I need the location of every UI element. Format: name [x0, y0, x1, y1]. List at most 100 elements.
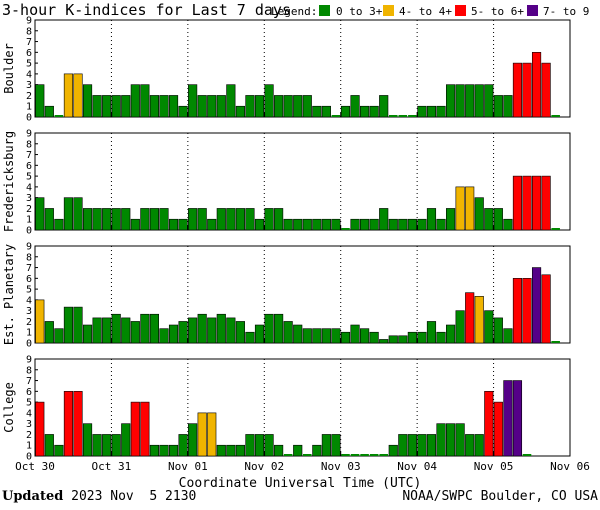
x-tick-label: Nov 04: [397, 460, 437, 473]
k-index-bar: [35, 197, 45, 231]
k-index-bar: [350, 454, 360, 456]
k-index-bar: [159, 95, 169, 118]
footer-updated: Updated 2023 Nov 5 2130: [2, 489, 196, 504]
k-index-bar: [484, 208, 494, 231]
k-index-bar: [455, 186, 465, 231]
k-index-bar: [293, 324, 303, 344]
y-tick-label: 6: [26, 161, 32, 172]
k-index-bar: [235, 105, 245, 118]
k-index-bar: [44, 321, 54, 344]
k-index-bar: [407, 218, 417, 231]
k-index-bar: [226, 317, 236, 344]
y-tick-label: 1: [26, 102, 32, 113]
k-index-bar: [121, 95, 131, 118]
y-tick-label: 0: [26, 226, 32, 237]
y-tick-label: 6: [26, 274, 32, 285]
k-index-bar: [226, 444, 236, 457]
k-index-bar: [102, 208, 112, 231]
k-index-bar: [512, 62, 523, 118]
k-index-bar: [188, 423, 198, 457]
k-index-bar: [159, 444, 169, 457]
k-index-bar: [465, 186, 475, 231]
panel-frame: [34, 132, 571, 231]
y-axis-label: Fredericksburg: [2, 131, 16, 232]
legend-label: Legend:: [271, 5, 317, 18]
k-index-bar: [350, 218, 360, 231]
y-tick-label: 9: [26, 129, 32, 140]
k-index-bar: [35, 299, 45, 344]
y-tick-label: 4: [26, 69, 32, 80]
k-index-bar: [254, 434, 265, 457]
legend-swatch-yellow: [383, 5, 394, 16]
x-tick-label: Nov 03: [321, 460, 361, 473]
k-index-bar: [398, 115, 408, 117]
k-index-bar: [254, 95, 265, 118]
y-tick-label: 3: [26, 80, 32, 91]
k-index-bar: [321, 328, 331, 344]
k-index-bar: [551, 228, 560, 230]
k-index-bar: [446, 324, 456, 344]
k-index-bar: [321, 105, 331, 118]
y-tick-label: 5: [26, 398, 32, 409]
legend: Legend: 0 to 3+ 4- to 4+ 5- to 6+ 7- to …: [271, 5, 589, 18]
k-index-bar: [130, 321, 140, 344]
k-index-bar: [302, 218, 312, 231]
y-tick-label: 3: [26, 306, 32, 317]
k-index-bar: [121, 317, 131, 344]
k-index-bar: [54, 115, 64, 117]
k-index-bar: [44, 208, 54, 231]
updated-value: 2023 Nov 5 2130: [71, 489, 197, 504]
k-index-bar: [44, 105, 54, 118]
k-index-bar: [531, 175, 542, 231]
y-tick-label: 0: [26, 452, 32, 463]
k-index-bar: [130, 84, 140, 118]
k-index-bar: [455, 423, 465, 457]
k-index-bar: [149, 95, 159, 118]
k-index-bar: [274, 444, 284, 457]
k-index-bar: [35, 401, 45, 457]
k-index-bar: [216, 313, 226, 344]
y-tick-label: 8: [26, 139, 32, 150]
k-index-bar: [188, 84, 198, 118]
k-index-bar: [235, 321, 245, 344]
k-index-bar: [503, 328, 513, 344]
y-tick-label: 9: [26, 16, 32, 27]
k-index-bar: [264, 84, 274, 118]
k-index-bar: [178, 218, 188, 231]
legend-text-red: 5- to 6+: [471, 5, 524, 18]
k-index-bar: [503, 380, 513, 457]
y-tick-label: 1: [26, 441, 32, 452]
k-index-bar: [417, 331, 427, 344]
k-index-bar: [522, 175, 532, 231]
k-index-bar: [340, 331, 351, 344]
k-index-bar: [54, 328, 64, 344]
y-tick-label: 1: [26, 215, 32, 226]
k-index-bar: [73, 306, 83, 344]
k-index-bar: [388, 335, 398, 344]
k-index-bar: [178, 434, 188, 457]
k-index-bar: [350, 95, 360, 118]
k-index-bar: [130, 218, 140, 231]
k-index-bar: [379, 208, 389, 231]
y-tick-label: 3: [26, 193, 32, 204]
k-index-bar: [102, 317, 112, 344]
k-index-bar: [35, 84, 45, 118]
x-tick-label: Nov 02: [244, 460, 284, 473]
y-tick-label: 8: [26, 26, 32, 37]
y-tick-label: 2: [26, 317, 32, 328]
k-index-bar: [197, 412, 207, 457]
k-index-bar: [531, 267, 542, 344]
y-tick-label: 8: [26, 252, 32, 263]
k-index-bar: [312, 218, 322, 231]
y-tick-label: 2: [26, 91, 32, 102]
k-index-bar: [360, 105, 370, 118]
y-tick-label: 9: [26, 355, 32, 366]
k-index-bar: [455, 310, 465, 344]
k-index-bar: [92, 434, 102, 457]
k-index-bar: [207, 412, 217, 457]
k-index-bar: [168, 95, 179, 118]
k-index-bar: [235, 208, 245, 231]
y-tick-label: 9: [26, 242, 32, 253]
k-index-bar: [168, 444, 179, 457]
